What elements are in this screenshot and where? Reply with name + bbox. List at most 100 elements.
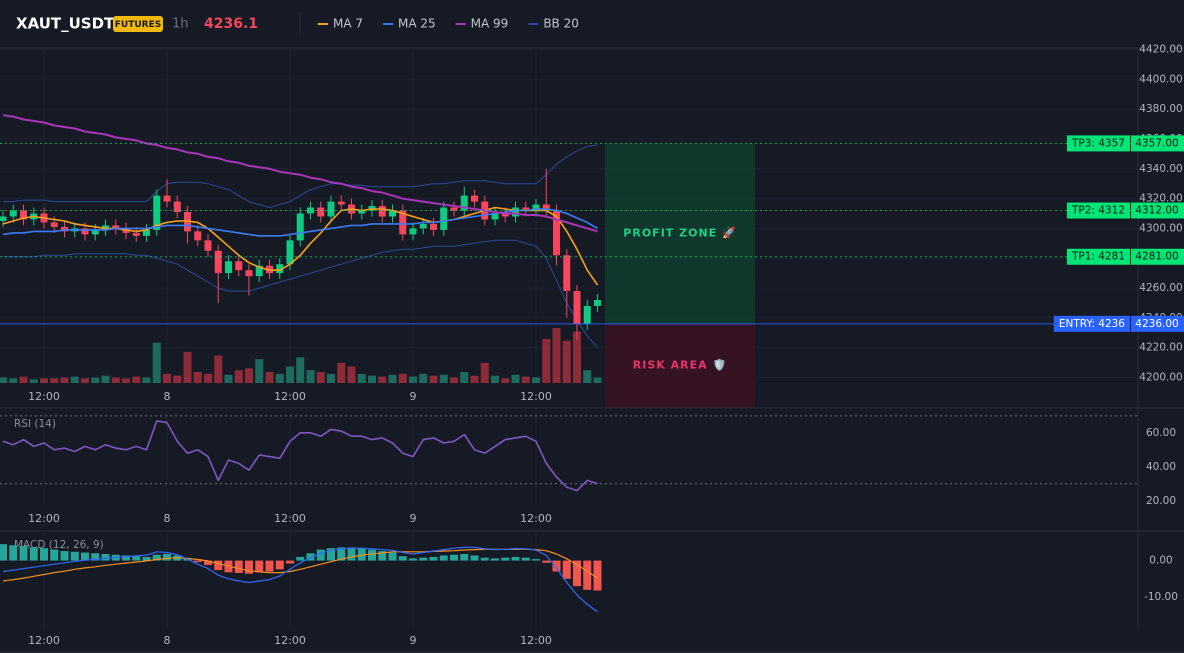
macd-histogram-bar: [521, 557, 530, 561]
x-tick-label: 9: [410, 390, 417, 403]
macd-histogram-bar: [29, 547, 38, 561]
level-label-box: [1053, 315, 1130, 332]
volume-bar: [70, 376, 79, 383]
level-price-box: [1131, 202, 1184, 219]
badge-bg: [113, 16, 163, 32]
profit-zone-label: PROFIT ZONE 🚀: [623, 227, 736, 240]
level-label-box: [1066, 202, 1130, 219]
risk-zone-label: RISK AREA 🛡️: [633, 359, 727, 372]
legend-label: MA 25: [398, 17, 436, 31]
macd-histogram-bar: [337, 547, 346, 561]
macd-histogram-bar: [50, 549, 59, 561]
level-price-box: [1131, 248, 1184, 265]
macd-histogram-bar: [204, 560, 212, 565]
level-price-label: 4236.00: [1135, 318, 1178, 330]
candle-body: [512, 207, 519, 217]
candle-body: [0, 216, 7, 221]
macd-histogram-bar: [306, 553, 315, 561]
macd-histogram-bar: [40, 548, 48, 561]
macd-histogram-bar: [265, 560, 274, 572]
bb-upper: [3, 144, 598, 208]
candle-body: [409, 228, 417, 235]
volume-bar: [521, 376, 530, 383]
y-tick-label: 4420.00: [1139, 43, 1182, 55]
y-tick-label: 4260.00: [1139, 282, 1182, 294]
volume-bar: [450, 377, 458, 383]
candle-body: [337, 201, 345, 205]
candle-body: [522, 207, 530, 211]
x-tick-label: 9: [410, 634, 417, 647]
volume-bar: [234, 370, 243, 383]
macd-line: [2, 546, 598, 613]
candle-body: [358, 210, 366, 214]
volume-bar: [245, 368, 253, 383]
volume-bar: [183, 351, 192, 383]
volume-bar: [480, 362, 489, 383]
volume-bar: [327, 373, 335, 383]
candle-body: [245, 270, 253, 277]
x-tick-label: 12:00: [274, 634, 306, 647]
volume-bar: [40, 378, 48, 383]
volume-bar: [152, 342, 161, 383]
x-tick-label: 12:00: [274, 512, 306, 525]
macd-histogram-bar: [193, 560, 202, 563]
macd-histogram-bar: [542, 560, 551, 563]
candle-body: [173, 201, 181, 213]
volume-bar: [81, 378, 89, 383]
y-tick-label: 4340.00: [1139, 163, 1182, 175]
y-tick-label: 4220.00: [1139, 342, 1182, 354]
volume-bar: [265, 372, 274, 383]
macd-histogram-bar: [562, 560, 571, 579]
x-tick-label: 8: [164, 512, 171, 525]
volume-bar: [337, 362, 346, 383]
y-tick-label: 4400.00: [1139, 73, 1182, 85]
macd-histogram-bar: [122, 555, 130, 561]
macd-histogram-bar: [511, 556, 520, 561]
macd-histogram-bar: [357, 548, 366, 561]
candle-body: [204, 240, 212, 251]
volume-bar: [173, 375, 182, 383]
level-price-label: 4312.00: [1135, 205, 1178, 217]
candle-body: [563, 255, 571, 292]
candle-body: [225, 261, 232, 274]
volume-bar: [142, 377, 151, 383]
volume-bar: [255, 359, 264, 383]
panel-title: RSI (14): [14, 418, 56, 430]
macd-histogram-bar: [214, 560, 223, 571]
macd-histogram-bar: [19, 545, 28, 561]
candle-body: [317, 207, 325, 217]
volume-bar: [532, 377, 540, 383]
volume-bar: [111, 377, 120, 383]
candle-body: [471, 195, 478, 202]
volume-bar: [19, 376, 28, 383]
volume-bar: [562, 340, 571, 383]
candle-body: [501, 213, 509, 217]
volume-bar: [296, 357, 305, 383]
candle-body: [153, 195, 161, 230]
volume-bar: [470, 375, 479, 383]
candle-body: [450, 207, 458, 211]
candle-body: [255, 265, 263, 277]
macd-histogram-bar: [9, 545, 18, 561]
volume-bar: [542, 339, 551, 383]
macd-histogram-bar: [409, 558, 417, 561]
macd-histogram-bar: [378, 551, 387, 561]
macd-histogram-bar: [460, 554, 469, 561]
volume-bar: [101, 375, 110, 383]
macd-histogram-bar: [101, 554, 110, 561]
x-tick-label: 12:00: [520, 390, 552, 403]
level-label-box: [1066, 135, 1130, 152]
volume-bar: [491, 375, 499, 383]
level-label: TP2: 4312: [1071, 205, 1125, 217]
macd-histogram-bar: [152, 554, 161, 561]
volume-bar: [460, 372, 469, 383]
candle-body: [112, 225, 120, 229]
y-tick-label: 0.00: [1149, 555, 1172, 567]
x-tick-label: 12:00: [28, 512, 60, 525]
candle-body: [91, 229, 99, 235]
volume-bar: [552, 328, 561, 383]
symbol: XAUT_USDT: [16, 15, 115, 33]
volume-bar: [193, 372, 202, 383]
